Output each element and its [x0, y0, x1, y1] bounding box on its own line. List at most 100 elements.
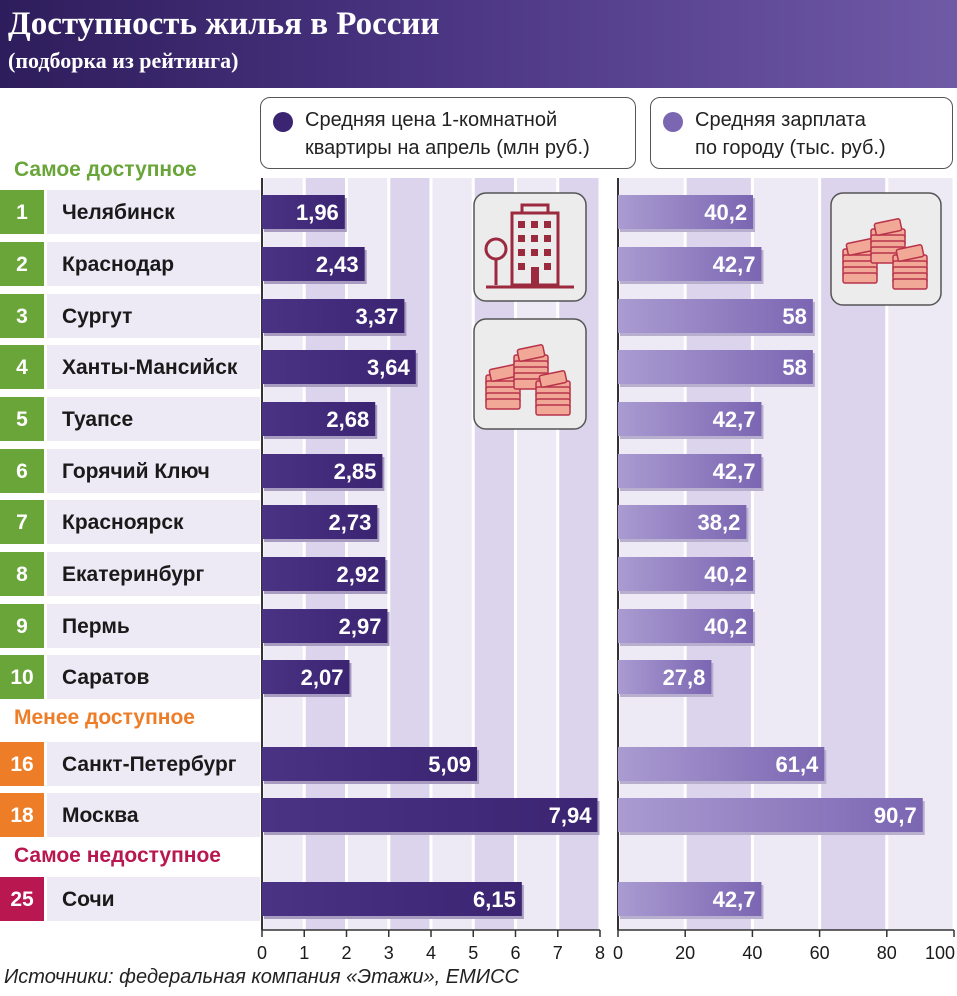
city-row [47, 742, 260, 786]
salary-value-label: 42,7 [713, 407, 756, 432]
price-chart-tick-label: 2 [341, 943, 351, 963]
price-value-label: 3,37 [356, 304, 399, 329]
rank-label: 4 [16, 356, 28, 379]
city-label: Сочи [62, 888, 115, 911]
legend-price-label: Средняя цена 1-комнатной квартиры на апр… [305, 109, 590, 159]
price-value-label: 2,07 [301, 665, 344, 690]
salary-bar [618, 402, 762, 436]
rank-label: 25 [10, 888, 34, 911]
legend-price: Средняя цена 1-комнатной квартиры на апр… [260, 97, 636, 169]
salary-bar [618, 557, 754, 591]
legend-salary-label: Средняя зарплата по городу (тыс. руб.) [695, 109, 886, 159]
price-chart-tick-label: 8 [595, 943, 605, 963]
price-value-label: 2,68 [326, 407, 369, 432]
city-row [47, 552, 260, 596]
price-bar [262, 247, 365, 281]
salary-value-label: 42,7 [713, 887, 756, 912]
banknotes-icon [473, 318, 587, 430]
rank-badge [0, 604, 44, 648]
salary-bar [618, 609, 754, 643]
salary-value-label: 38,2 [698, 510, 741, 535]
salary-value-label: 27,8 [663, 665, 706, 690]
rank-badge [0, 345, 44, 389]
rank-label: 10 [10, 666, 33, 689]
price-bar [262, 350, 416, 384]
page-title: Доступность жилья в России [8, 6, 440, 42]
price-value-label: 2,92 [337, 562, 380, 587]
city-row [47, 190, 260, 234]
rank-label: 8 [16, 563, 28, 586]
city-row [47, 604, 260, 648]
salary-value-label: 42,7 [713, 459, 756, 484]
price-bar [262, 505, 378, 539]
city-label: Красноярск [62, 511, 184, 534]
rank-badge [0, 397, 44, 441]
rank-label: 7 [16, 511, 28, 534]
salary-value-label: 61,4 [775, 752, 819, 777]
price-bar [262, 402, 376, 436]
price-value-label: 2,97 [339, 614, 382, 639]
page-subtitle: (подборка из рейтинга) [8, 48, 239, 73]
salary-chart-tick-label: 20 [675, 943, 695, 963]
salary-value-label: 40,2 [704, 200, 747, 225]
city-row [47, 500, 260, 544]
price-bar [262, 882, 522, 916]
price-bar [262, 299, 405, 333]
price-value-label: 5,09 [428, 752, 471, 777]
legend-salary-swatch [663, 112, 683, 132]
rank-label: 18 [10, 804, 34, 827]
banknotes-icon [830, 192, 942, 306]
salary-chart-tick-label: 60 [810, 943, 830, 963]
price-chart-tick-label: 4 [426, 943, 436, 963]
price-chart-tick-label: 6 [510, 943, 520, 963]
rank-label: 16 [10, 753, 33, 776]
city-row [47, 877, 260, 921]
price-chart-tick-label: 3 [384, 943, 394, 963]
salary-bar [618, 505, 747, 539]
city-label: Москва [62, 804, 139, 827]
salary-chart-tick-label: 0 [613, 943, 623, 963]
salary-value-label: 58 [782, 355, 806, 380]
price-bar [262, 660, 350, 694]
salary-bar [618, 350, 813, 384]
city-label: Пермь [62, 615, 130, 638]
salary-bar [618, 882, 762, 916]
price-bar [262, 454, 383, 488]
price-chart-tick-label: 1 [299, 943, 309, 963]
salary-chart-tick-label: 40 [742, 943, 762, 963]
salary-bar [618, 195, 754, 229]
price-value-label: 2,85 [334, 459, 377, 484]
price-chart-tick-label: 5 [468, 943, 478, 963]
rank-label: 1 [16, 201, 28, 224]
city-row [47, 242, 260, 286]
section-less-affordable: Менее доступное [14, 706, 195, 729]
rank-label: 3 [16, 305, 28, 328]
city-label: Краснодар [62, 253, 174, 276]
price-value-label: 1,96 [296, 200, 339, 225]
city-label: Горячий Ключ [62, 460, 210, 483]
price-bar [262, 557, 386, 591]
rank-badge [0, 242, 44, 286]
salary-bar [618, 660, 712, 694]
price-value-label: 3,64 [367, 355, 411, 380]
rank-badge [0, 552, 44, 596]
salary-value-label: 90,7 [874, 803, 917, 828]
price-bar [262, 195, 345, 229]
price-value-label: 2,43 [316, 252, 359, 277]
city-row [47, 793, 260, 837]
salary-bar [618, 247, 762, 281]
city-row [47, 449, 260, 493]
section-most-affordable: Самое доступное [14, 158, 197, 181]
rank-badge [0, 190, 44, 234]
city-row [47, 345, 260, 389]
city-label: Екатеринбург [62, 563, 205, 586]
rank-badge [0, 877, 44, 921]
price-value-label: 7,94 [549, 803, 593, 828]
rank-badge [0, 655, 44, 699]
rank-label: 2 [16, 253, 28, 276]
city-label: Ханты-Мансийск [62, 356, 238, 379]
salary-value-label: 58 [782, 304, 806, 329]
rank-label: 5 [16, 408, 28, 431]
city-row [47, 655, 260, 699]
rank-badge [0, 449, 44, 493]
